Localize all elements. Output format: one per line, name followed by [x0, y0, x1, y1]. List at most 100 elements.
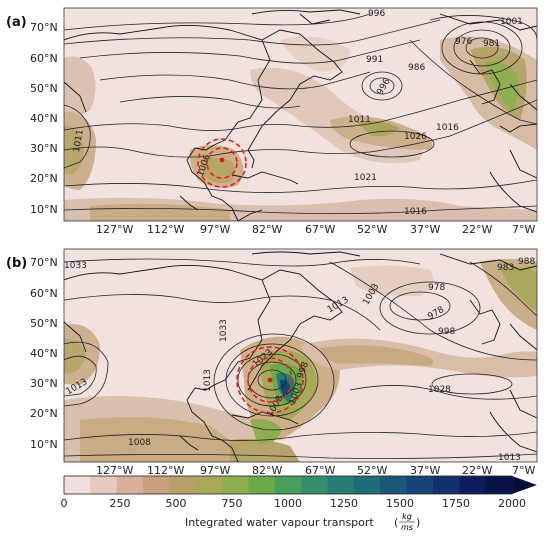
- lat-tick: 70°N: [30, 256, 58, 269]
- lat-tick: 50°N: [30, 82, 58, 95]
- colorbar-tick: 1750: [442, 497, 470, 510]
- lon-tick: 7°W: [512, 464, 535, 477]
- colorbar-tick: 750: [222, 497, 243, 510]
- colorbar-swatch: [406, 476, 434, 494]
- contour-label: 1021: [354, 173, 377, 183]
- panel-a-coastlines: [64, 9, 537, 221]
- colorbar-swatch: [485, 476, 513, 494]
- colorbar-swatch: [90, 476, 118, 494]
- colorbar-tick: 2000: [498, 497, 526, 510]
- lon-tick: 82°W: [252, 464, 282, 477]
- colorbar-extend-arrow: [512, 476, 537, 494]
- panel-a-label: (a): [6, 15, 27, 30]
- contour-label: 976: [455, 37, 472, 47]
- lon-tick: 127°W: [96, 464, 133, 477]
- colorbar-ticks: 0 250 500 750 1000 1250 1500 1750 2000: [61, 497, 527, 510]
- colorbar-swatch: [459, 476, 487, 494]
- contour-label: 1011: [348, 115, 371, 125]
- contour-label: 1033: [219, 319, 229, 342]
- contour-label: 1016: [404, 207, 427, 217]
- colorbar-tick: 250: [110, 497, 131, 510]
- lat-tick: 10°N: [30, 203, 58, 216]
- panel-b-isobars: [64, 258, 537, 459]
- colorbar-swatch: [222, 476, 249, 494]
- lon-tick: 52°W: [357, 223, 387, 236]
- panel-a-contour-labels: 996 1001 976 981 991 986 996 1011 1016 1…: [72, 9, 523, 217]
- contour-label: 1016: [436, 123, 459, 133]
- colorbar-tick: 1250: [330, 497, 358, 510]
- contour-label: 978: [428, 283, 445, 293]
- colorbar-title: Integrated water vapour transport ( kg m…: [185, 512, 420, 532]
- contour-label: 1013: [203, 369, 213, 392]
- lon-tick: 22°W: [462, 223, 492, 236]
- panel-a-storm-marker: [197, 138, 247, 188]
- colorbar-swatch: [327, 476, 355, 494]
- colorbar-unit-open: (: [394, 516, 398, 529]
- panel-b-map: 1033 983 988 978 978 1013 1003 998 1033 …: [64, 249, 537, 463]
- contour-label: 983: [497, 263, 514, 273]
- lat-tick: 50°N: [30, 317, 58, 330]
- colorbar-tick: 1500: [386, 497, 414, 510]
- colorbar-swatch: [116, 476, 144, 494]
- contour-label: 1033: [64, 261, 87, 271]
- lon-tick: 67°W: [305, 223, 335, 236]
- contour-label: 1026: [404, 132, 427, 142]
- lat-tick: 60°N: [30, 287, 58, 300]
- panel-a-lat-ticks: 70°N 60°N 50°N 40°N 30°N 20°N 10°N: [30, 21, 58, 216]
- panel-a-map: 996 1001 976 981 991 986 996 1011 1016 1…: [64, 8, 537, 221]
- lat-tick: 30°N: [30, 377, 58, 390]
- lon-tick: 127°W: [96, 223, 133, 236]
- contour-label: 986: [408, 63, 425, 73]
- colorbar-swatch: [143, 476, 170, 494]
- lon-tick: 22°W: [462, 464, 492, 477]
- panel-b-lon-ticks: 127°W 112°W 97°W 82°W 67°W 52°W 37°W 22°…: [96, 464, 535, 477]
- contour-label: 1013: [498, 453, 521, 463]
- colorbar-swatch: [248, 476, 276, 494]
- panel-b-lat-ticks: 70°N 60°N 50°N 40°N 30°N 20°N 10°N: [30, 256, 58, 451]
- lat-tick: 40°N: [30, 347, 58, 360]
- colorbar-swatch: [380, 476, 408, 494]
- lon-tick: 37°W: [410, 464, 440, 477]
- lat-tick: 70°N: [30, 21, 58, 34]
- contour-label: 981: [483, 39, 500, 49]
- panel-b-coastlines: [64, 251, 537, 462]
- panel-b-storm-marker: [236, 346, 304, 414]
- lat-tick: 20°N: [30, 407, 58, 420]
- colorbar-tick: 500: [166, 497, 187, 510]
- contour-label: 1011: [72, 129, 86, 153]
- colorbar-unit-numerator: kg: [402, 512, 412, 521]
- lon-tick: 67°W: [305, 464, 335, 477]
- colorbar-label: Integrated water vapour transport: [185, 516, 374, 529]
- contour-label: 1008: [128, 438, 151, 448]
- panel-b: (b): [6, 248, 538, 477]
- lon-tick: 97°W: [200, 223, 230, 236]
- lat-tick: 30°N: [30, 142, 58, 155]
- colorbar-swatch: [169, 476, 197, 494]
- lon-tick: 112°W: [147, 464, 184, 477]
- colorbar-tick: 1000: [274, 497, 302, 510]
- contour-label: 991: [366, 55, 383, 65]
- panel-a-isobars: [64, 13, 537, 214]
- panel-a-lon-ticks: 127°W 112°W 97°W 82°W 67°W 52°W 37°W 22°…: [96, 223, 535, 236]
- colorbar-swatches: [64, 476, 513, 494]
- colorbar-unit-denominator: ms: [401, 523, 413, 532]
- contour-label: 996: [368, 9, 385, 19]
- lon-tick: 112°W: [147, 223, 184, 236]
- lat-tick: 20°N: [30, 172, 58, 185]
- colorbar-swatch: [195, 476, 223, 494]
- colorbar: 0 250 500 750 1000 1250 1500 1750 2000 I…: [61, 475, 537, 532]
- lon-tick: 37°W: [410, 223, 440, 236]
- lon-tick: 82°W: [252, 223, 282, 236]
- colorbar-swatch: [353, 476, 381, 494]
- colorbar-unit-close: ): [416, 516, 420, 529]
- panel-b-label: (b): [6, 256, 27, 271]
- contour-label: 1028: [428, 385, 451, 395]
- contour-label: 998: [438, 327, 455, 337]
- lat-tick: 60°N: [30, 52, 58, 65]
- panel-b-ivt-shading: [64, 259, 537, 462]
- contour-label: 1001: [500, 17, 523, 27]
- lat-tick: 10°N: [30, 438, 58, 451]
- colorbar-swatch: [432, 476, 460, 494]
- panel-a-frame: [63, 7, 538, 222]
